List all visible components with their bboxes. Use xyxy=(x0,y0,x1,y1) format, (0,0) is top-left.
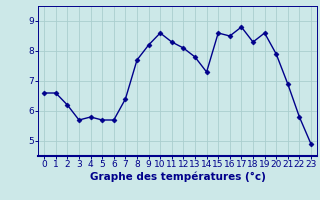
X-axis label: Graphe des températures (°c): Graphe des températures (°c) xyxy=(90,172,266,182)
